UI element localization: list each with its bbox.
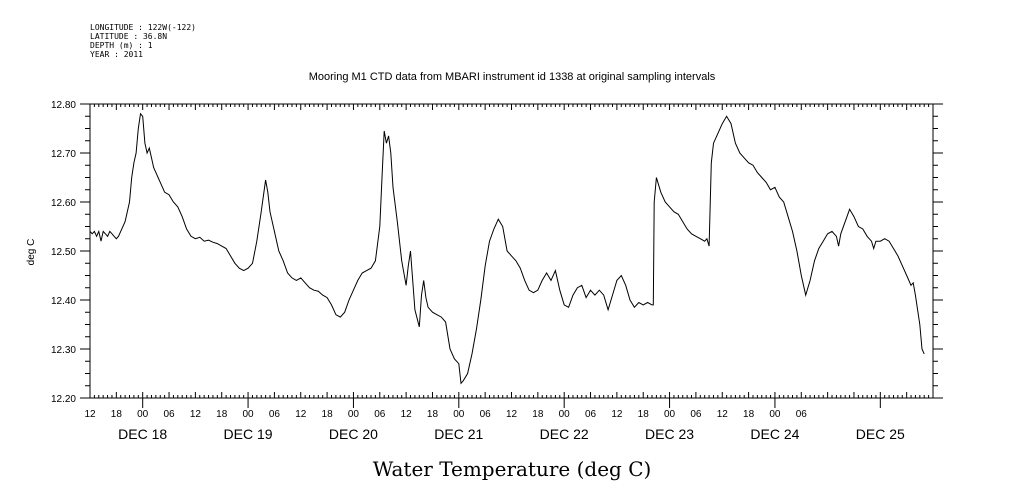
x-hour-tick-label: 18 [427,409,439,420]
x-hour-tick-label: 18 [111,409,123,420]
y-axis-title: deg C [26,239,37,266]
x-hour-tick-label: 00 [453,409,465,420]
ticks-layer [80,103,943,408]
x-hour-tick-label: 00 [348,409,360,420]
x-hour-tick-label: 18 [532,409,544,420]
x-hour-tick-label: 00 [769,409,781,420]
y-tick-label: 12.60 [51,198,76,209]
x-hour-tick-label: 00 [664,409,676,420]
x-hour-tick-label: 06 [585,409,597,420]
x-day-label: DEC 21 [434,426,483,442]
x-day-label: DEC 20 [329,426,378,442]
x-day-label: DEC 19 [224,426,273,442]
x-day-label: DEC 24 [750,426,799,442]
y-tick-label: 12.20 [51,394,76,405]
x-day-label: DEC 25 [856,426,905,442]
plot-frame [89,103,934,399]
x-hour-tick-label: 06 [374,409,386,420]
y-tick-label: 12.40 [51,296,76,307]
x-day-label: DEC 22 [540,426,589,442]
x-hour-tick-label: 06 [690,409,702,420]
x-axis-title: Water Temperature (deg C) [373,457,652,481]
y-tick-label: 12.50 [51,247,76,258]
y-tick-label: 12.70 [51,149,76,160]
x-hour-tick-label: 06 [480,409,492,420]
latitude-text: LATITUDE : 36.8N [90,32,167,41]
year-text: YEAR : 2011 [90,50,143,59]
x-hour-tick-label: 06 [269,409,281,420]
x-hour-tick-label: 06 [163,409,175,420]
x-hour-tick-label: 18 [216,409,228,420]
x-hour-tick-label: 12 [190,409,202,420]
x-hour-tick-label: 12 [506,409,518,420]
x-hour-tick-label: 00 [559,409,571,420]
depth-text: DEPTH (m) : 1 [90,41,153,50]
x-hour-tick-label: 12 [84,409,96,420]
x-hour-tick-label: 12 [401,409,413,420]
y-tick-label: 12.30 [51,345,76,356]
x-hour-tick-label: 18 [322,409,334,420]
x-hour-tick-label: 06 [796,409,808,420]
x-hour-tick-label: 00 [243,409,255,420]
x-hour-tick-label: 12 [295,409,307,420]
labels-layer: 12 18 00 06 12 18 00 06 12 18 00 06 12 18 00 06 12 18 00 06… [51,100,905,442]
x-hour-tick-label: 12 [717,409,729,420]
x-hour-tick-label: 18 [638,409,650,420]
temperature-series-line [89,112,925,385]
metadata-block: LONGITUDE : 122W(-122) LATITUDE : 36.8N … [90,23,196,59]
x-day-label: DEC 23 [645,426,694,442]
x-day-label: DEC 18 [118,426,167,442]
x-hour-tick-label: 00 [137,409,149,420]
chart-title: Mooring M1 CTD data from MBARI instrumen… [309,71,716,83]
x-hour-tick-label: 18 [743,409,755,420]
y-tick-label: 12.80 [51,100,76,111]
longitude-text: LONGITUDE : 122W(-122) [90,23,196,32]
x-hour-tick-label: 12 [611,409,623,420]
